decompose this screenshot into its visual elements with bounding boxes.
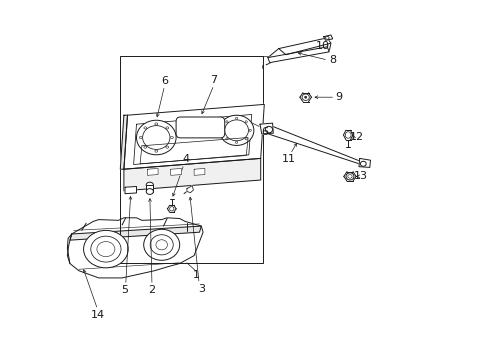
Bar xyxy=(120,56,262,263)
Text: 4: 4 xyxy=(182,154,189,164)
Polygon shape xyxy=(123,158,260,191)
Polygon shape xyxy=(70,226,201,240)
Polygon shape xyxy=(278,38,330,55)
Polygon shape xyxy=(358,158,370,167)
Ellipse shape xyxy=(225,138,227,140)
Polygon shape xyxy=(170,168,181,175)
Ellipse shape xyxy=(146,189,153,194)
Ellipse shape xyxy=(143,146,146,148)
Polygon shape xyxy=(67,218,203,278)
Ellipse shape xyxy=(360,161,366,166)
Polygon shape xyxy=(267,126,363,165)
Text: 6: 6 xyxy=(161,76,168,86)
Text: 5: 5 xyxy=(121,285,128,295)
Text: 12: 12 xyxy=(349,132,363,142)
Polygon shape xyxy=(133,114,251,165)
Polygon shape xyxy=(125,186,136,194)
Text: 7: 7 xyxy=(210,75,217,85)
Ellipse shape xyxy=(235,117,237,120)
Polygon shape xyxy=(260,123,273,134)
Polygon shape xyxy=(123,104,264,169)
Ellipse shape xyxy=(244,138,247,140)
Ellipse shape xyxy=(165,127,168,129)
Bar xyxy=(146,185,153,192)
Ellipse shape xyxy=(225,121,227,123)
Text: 2: 2 xyxy=(148,285,155,295)
FancyBboxPatch shape xyxy=(176,117,224,138)
Ellipse shape xyxy=(150,235,173,255)
Ellipse shape xyxy=(97,242,115,257)
Ellipse shape xyxy=(235,141,237,143)
Ellipse shape xyxy=(302,94,309,100)
Ellipse shape xyxy=(244,121,247,123)
Ellipse shape xyxy=(248,129,251,131)
Ellipse shape xyxy=(155,123,158,125)
Polygon shape xyxy=(323,35,332,40)
Polygon shape xyxy=(120,115,127,169)
Polygon shape xyxy=(267,47,328,63)
Ellipse shape xyxy=(347,175,351,178)
Ellipse shape xyxy=(325,36,328,39)
Ellipse shape xyxy=(169,207,174,211)
Ellipse shape xyxy=(142,126,170,149)
Text: 9: 9 xyxy=(335,92,342,102)
Text: 3: 3 xyxy=(198,284,205,294)
Ellipse shape xyxy=(304,96,306,98)
Ellipse shape xyxy=(156,240,167,250)
Text: 11: 11 xyxy=(281,154,295,164)
Text: 6: 6 xyxy=(260,127,267,138)
Ellipse shape xyxy=(345,132,350,138)
Ellipse shape xyxy=(143,229,179,260)
Polygon shape xyxy=(186,186,193,193)
Ellipse shape xyxy=(83,230,128,268)
Ellipse shape xyxy=(265,126,272,133)
Ellipse shape xyxy=(146,182,153,188)
Text: 13: 13 xyxy=(353,171,366,181)
Ellipse shape xyxy=(143,127,146,129)
Polygon shape xyxy=(147,168,158,175)
Text: 10: 10 xyxy=(315,41,329,51)
Ellipse shape xyxy=(155,150,158,152)
Ellipse shape xyxy=(219,115,253,145)
Ellipse shape xyxy=(346,173,353,180)
Ellipse shape xyxy=(91,236,121,262)
Ellipse shape xyxy=(170,136,173,139)
Text: 8: 8 xyxy=(328,55,335,65)
Ellipse shape xyxy=(224,120,248,141)
Ellipse shape xyxy=(165,146,168,148)
Ellipse shape xyxy=(139,136,142,139)
Ellipse shape xyxy=(136,120,176,155)
Text: 14: 14 xyxy=(90,310,104,320)
Text: 1: 1 xyxy=(192,270,199,280)
Ellipse shape xyxy=(222,129,224,131)
Polygon shape xyxy=(194,168,204,175)
